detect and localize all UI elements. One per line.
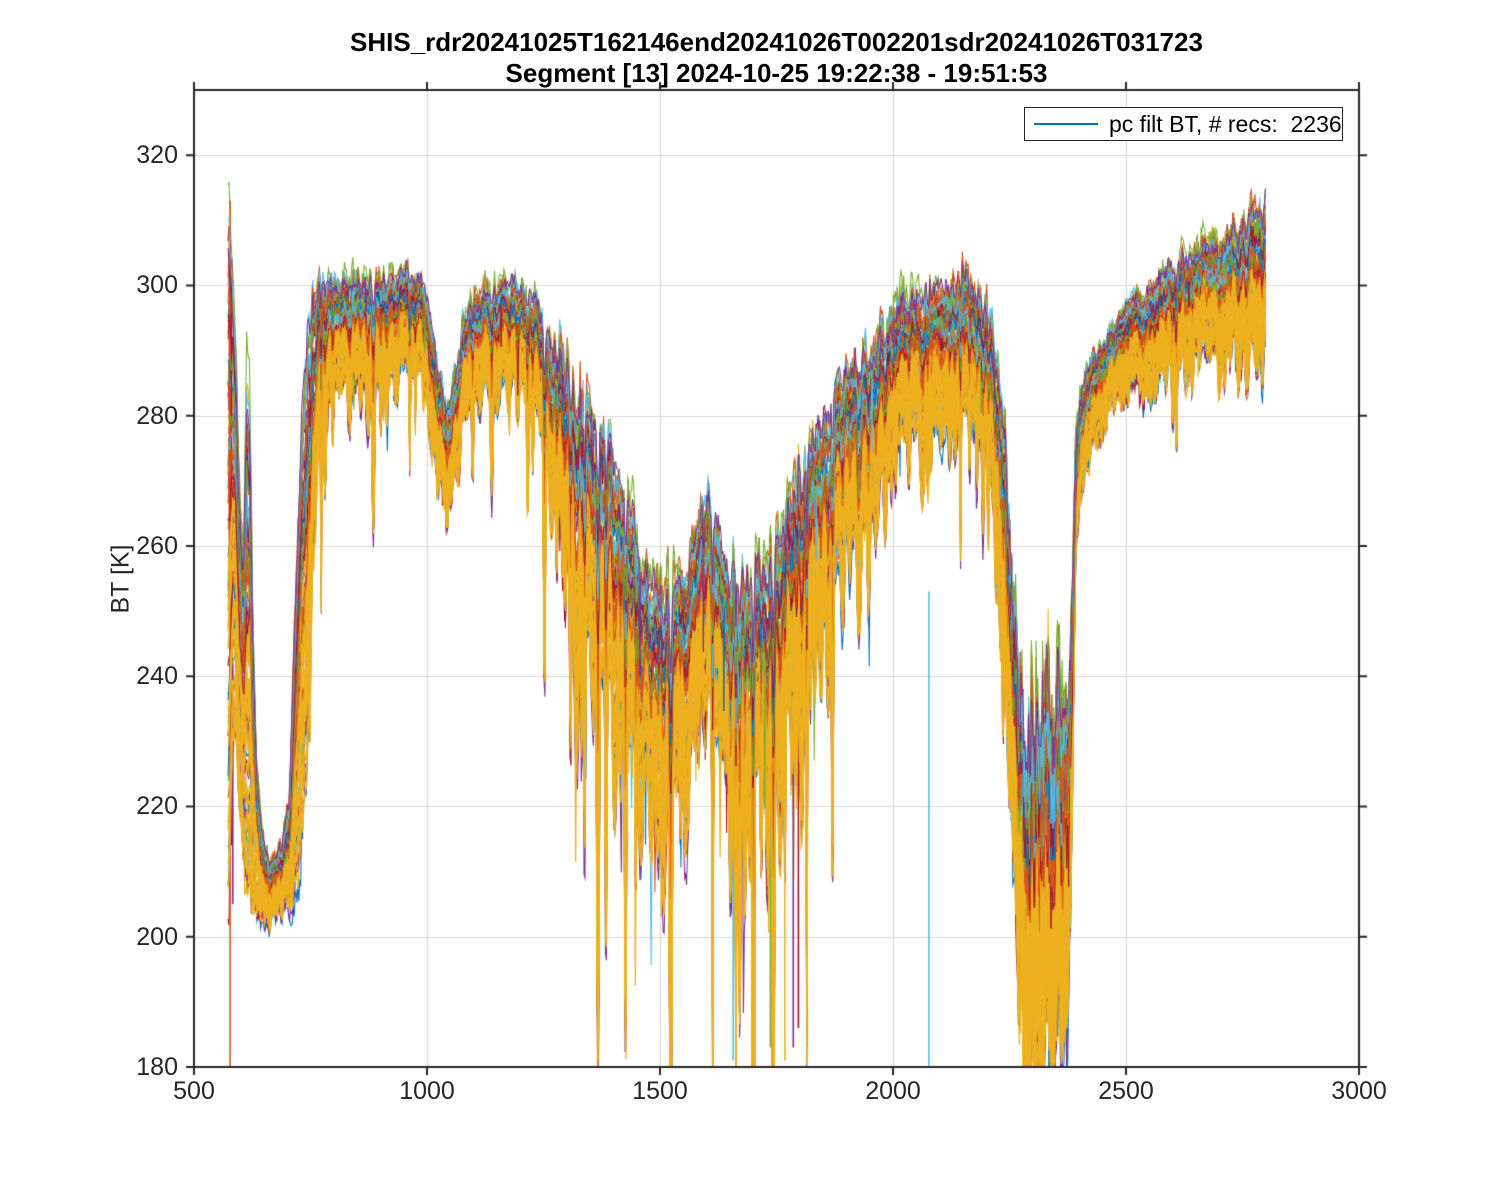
y-tick-label: 180 bbox=[136, 1053, 178, 1081]
legend-label: pc filt BT, # recs: 2236 bbox=[1109, 110, 1342, 137]
x-tick-label: 2000 bbox=[865, 1077, 921, 1105]
y-tick-label: 300 bbox=[136, 271, 178, 300]
plot-title-line1: SHIS_rdr20241025T162146end20241026T00220… bbox=[350, 27, 1203, 57]
x-tick-label: 3000 bbox=[1331, 1077, 1387, 1105]
legend: pc filt BT, # recs: 2236 bbox=[1024, 107, 1343, 141]
y-tick-label: 280 bbox=[136, 401, 178, 430]
x-tick-label: 2500 bbox=[1098, 1077, 1154, 1105]
x-tick-label: 1000 bbox=[399, 1077, 455, 1105]
legend-line-sample bbox=[1034, 123, 1098, 125]
x-tick-label: 1500 bbox=[632, 1077, 688, 1105]
y-tick-label: 200 bbox=[136, 922, 178, 951]
y-tick-label: 240 bbox=[136, 662, 178, 691]
y-tick-label: 320 bbox=[136, 141, 178, 170]
y-tick-label: 220 bbox=[136, 792, 178, 821]
plot-title-line2: Segment [13] 2024-10-25 19:22:38 - 19:51… bbox=[505, 58, 1048, 88]
x-tick-label: 500 bbox=[173, 1077, 215, 1105]
y-tick-label: 260 bbox=[136, 531, 178, 560]
